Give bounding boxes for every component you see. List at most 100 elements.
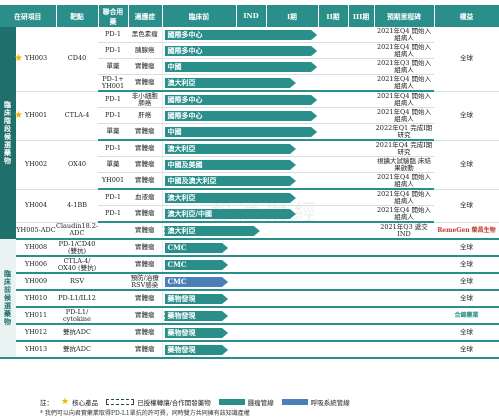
cell-combo: PD-1 [98,107,128,124]
table-row: 單藥 實體瘤 中國及美國 視擴大試驗臨 床結果啟動 [0,156,499,173]
cell-item: YH009 [16,273,56,291]
star-icon: ★ [61,397,70,407]
cell-target: CTLA-4 [56,91,98,141]
cell-item: YH008 [16,239,56,257]
rights-label: 全球 [460,160,473,168]
cell-combo [98,222,128,240]
cell-indication: 實體瘤 [128,123,162,141]
item-label: YH005-ADC [16,225,56,234]
cell-indication: 實體瘤 [128,256,162,274]
table-row: 單藥 實體瘤 中國 2022年Q1 完成I期研究 [0,123,499,141]
cell-milestone [374,256,434,274]
cell-indication: 實體瘤 [128,172,162,190]
cell-item: YH011 [16,307,56,325]
table-row: ★ YH001 CTLA-4 PD-1 非小細胞 肺癌 國際多中心 2021年Q4 開始入組… [0,91,499,141]
header-target: 靶點 [56,5,99,27]
cell-milestone: 2021年Q4 開始入組病人 [374,107,434,124]
rights-label: 全球 [460,54,473,63]
cell-progress: 藥物發現 [161,290,374,308]
cell-progress: CMC [161,239,374,257]
progress-bar: 中國 [165,127,318,137]
progress-bar: 中國 [165,62,318,72]
cell-rights: 全球 [434,273,499,291]
dashed-swatch-icon [106,399,135,405]
cell-progress: 國際多中心 [161,91,374,108]
cell-combo: 單藥 [98,156,128,173]
cell-rights: RemeGen 榮昌生物 [434,222,499,240]
cell-combo: PD-1 [98,140,128,157]
progress-bar: 中國及澳大利亞 [165,176,296,186]
blue-swatch-icon [281,399,308,405]
cell-progress: 中國 [161,123,374,141]
cell-milestone [374,307,434,325]
table-row: YH001 實體瘤 中國及澳大利亞 2021年Q4 開始入組病人 [0,172,499,190]
cell-milestone: 2021年Q4 開始入組病人 [374,74,434,92]
cell-item: YH002 [16,140,56,190]
legend-oncology-label: 腫瘤管線 [247,399,274,407]
star-icon: ★ [14,53,23,65]
cell-milestone: 2021年Q3 開始入組病人 [374,58,434,75]
header-ind: IND [236,5,267,27]
cell-indication: 實體瘤 [128,58,162,75]
cell-combo [98,307,128,325]
header-row: 在研項目 靶點 聯合用藥 適應症 臨床前 IND I期 II期 III期 預期里… [0,5,499,27]
header-item: 在研項目 [0,5,57,27]
header-milestone: 預期里程碑 [374,5,435,27]
cell-milestone: 2021年Q3 遞交IND [374,222,434,240]
cell-progress: 澳大利亞 [161,189,374,206]
progress-bar: 藥物發現 [165,311,229,321]
cell-rights: 合錦藥業 [434,307,499,325]
group-label: 臨床前候選藥物 [3,269,13,326]
cell-item: YH004 [16,189,56,223]
cell-milestone: 2021年Q4 開始入組病人 [374,27,434,43]
cell-progress: 中國 [161,58,374,75]
legend-respiratory: 呼吸系統管線 [281,397,350,407]
table-row: YH002 OX40 PD-1 實體瘤 澳大利亞 2021年Q4 完成I期研究 全球 [0,140,499,190]
table-row: PD-1 肝癌 國際多中心 2021年Q4 開始入組病人 [0,107,499,124]
cell-combo [98,239,128,257]
legend-license-label: 已授權轉讓/合作開發藥物 [137,399,211,407]
cell-combo [98,324,128,342]
item-label: YH003 [24,54,48,63]
cell-milestone [374,290,434,308]
cell-progress: 澳大利亞 [161,74,374,92]
cell-rights: 全球 [434,324,499,342]
cell-progress: CMC [161,256,374,274]
cell-progress: 澳大利亞 [161,222,374,240]
table-row: PD-1 胰腺癌 國際多中心 2021年Q4 開始入組病人 [0,42,499,59]
table-row: YH011 PD-L1/ cytokine 實體瘤 藥物發現 合錦藥業 [0,307,499,325]
header-combo: 聯合用藥 [98,5,129,27]
partner-logo: 合錦藥業 [454,312,479,319]
legend: 註： ★ 核心產品 已授權轉讓/合作開發藥物 腫瘤管線 呼吸系統管線 [0,396,499,408]
rights-label: 全球 [460,201,473,209]
item-label: YH004 [24,201,48,209]
header-preclinical: 臨床前 [162,5,237,27]
cell-combo [98,273,128,291]
table-row: YH004 4-1BB PD-1 血液瘤 澳大利亞 2021年Q4 開始入組病人 全球 [0,189,499,223]
table-row: PD-1+ YH001 實體瘤 澳大利亞 2021年Q4 開始入組病人 [0,74,499,92]
progress-bar: 澳大利亞 [165,144,296,154]
item-label: YH011 [24,311,48,319]
cell-indication: 實體瘤 [128,140,162,157]
cell-milestone: 2021年Q4 開始入組病人 [374,205,434,223]
progress-bar: 澳大利亞/中國 [165,209,296,219]
progress-bar: 藥物發現 [165,294,229,304]
teal-swatch-icon [218,399,245,405]
cell-target: CTLA-4/ OX40 (雙抗) [56,256,98,274]
cell-milestone: 2021年Q4 開始入組病人 [374,42,434,59]
cell-milestone: 2021年Q4 開始入組病人 [374,189,434,206]
footnote: * 我們可以向君實藥業取得PD-L1單抗的許可費，同時雙方共同擁有該知識產權 [40,410,250,417]
cell-indication: 實體瘤 [128,239,162,257]
cell-milestone: 視擴大試驗臨 床結果啟動 [374,156,434,173]
cell-milestone [374,324,434,342]
rights-label: 全球 [460,260,473,268]
cell-indication: 實體瘤 [128,341,162,359]
cell-indication: 血液瘤 [128,189,162,206]
cell-rights: 全球 [434,140,499,190]
progress-bar: 澳大利亞 [165,226,260,236]
cell-indication: 非小細胞 肺癌 [128,91,162,108]
table-row: YH006 CTLA-4/ OX40 (雙抗) 實體瘤 CMC 全球 [0,256,499,274]
header-phase3: III期 [348,5,375,27]
item-label: YH002 [24,160,48,168]
